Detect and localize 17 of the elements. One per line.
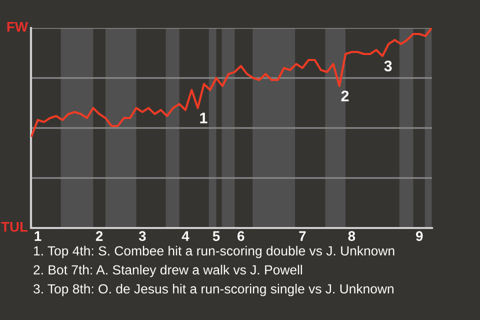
x-tick-label: 3 bbox=[138, 231, 146, 241]
x-tick-label: 4 bbox=[182, 231, 190, 241]
annotation: 3 bbox=[384, 60, 392, 72]
x-tick-label: 1 bbox=[34, 231, 42, 241]
annotation: 2 bbox=[341, 90, 349, 102]
x-tick-label: 7 bbox=[299, 231, 306, 241]
text: 3. Top 8th: O. de Jesus hit a run-scoring single vs J. Unknown bbox=[34, 284, 394, 296]
x-tick-label: 5 bbox=[212, 231, 220, 241]
text: 2. Bot 7th: A. Stanley drew a walk vs J. Powell bbox=[34, 264, 302, 278]
text: 1. Top 4th: S. Combee hit a run-scoring double vs J. Unknown bbox=[34, 246, 394, 258]
text: FW bbox=[7, 22, 28, 32]
x-tick-label: 8 bbox=[348, 231, 356, 241]
x-tick-label: 2 bbox=[96, 231, 103, 241]
annotation: 1 bbox=[200, 112, 208, 124]
x-tick-label: 9 bbox=[416, 231, 423, 241]
x-tick-label: 6 bbox=[238, 231, 244, 241]
text: TUL bbox=[1, 222, 28, 232]
